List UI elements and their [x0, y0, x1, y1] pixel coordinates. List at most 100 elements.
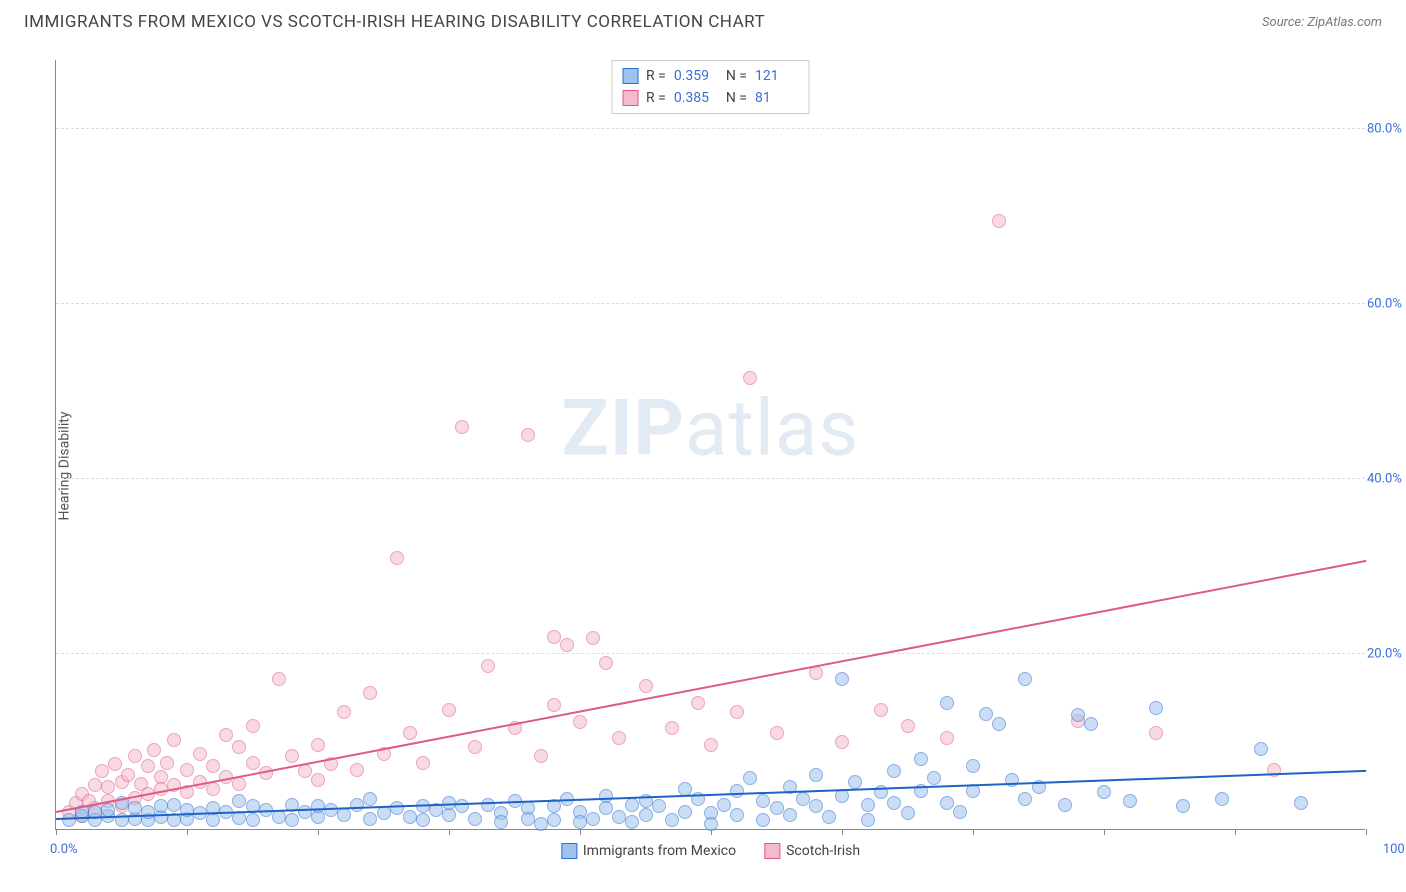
scatter-point: [311, 799, 325, 813]
scatter-point: [809, 799, 823, 813]
scatter-point: [534, 749, 548, 763]
scatter-point: [481, 659, 495, 673]
scatter-point: [927, 771, 941, 785]
scatter-point: [586, 812, 600, 826]
legend-label-series-2: Scotch-Irish: [786, 843, 860, 859]
x-tick: [973, 829, 974, 835]
n-value-series-2: 81: [755, 87, 799, 109]
scatter-point: [822, 810, 836, 824]
scatter-point: [770, 726, 784, 740]
scatter-point: [141, 759, 155, 773]
scatter-point: [1058, 798, 1072, 812]
legend-swatch-series-1: [561, 843, 577, 859]
scatter-point: [678, 805, 692, 819]
scatter-point: [481, 798, 495, 812]
scatter-point: [350, 798, 364, 812]
scatter-point: [901, 719, 915, 733]
scatter-point: [914, 752, 928, 766]
scatter-point: [1084, 717, 1098, 731]
scatter-point: [835, 735, 849, 749]
scatter-point: [285, 813, 299, 827]
plot-area: ZIPatlas R = 0.359 N = 121 R = 0.385 N =…: [55, 60, 1365, 830]
x-tick: [449, 829, 450, 835]
legend-label-series-1: Immigrants from Mexico: [583, 843, 736, 859]
scatter-point: [246, 813, 260, 827]
scatter-point: [625, 815, 639, 829]
scatter-point: [442, 703, 456, 717]
scatter-point: [887, 796, 901, 810]
scatter-point: [272, 672, 286, 686]
scatter-point: [206, 759, 220, 773]
scatter-point: [108, 757, 122, 771]
scatter-point: [730, 705, 744, 719]
scatter-point: [770, 801, 784, 815]
scatter-point: [809, 666, 823, 680]
scatter-point: [232, 740, 246, 754]
scatter-point: [468, 740, 482, 754]
x-tick: [187, 829, 188, 835]
scatter-point: [665, 721, 679, 735]
scatter-point: [573, 715, 587, 729]
scatter-point: [691, 696, 705, 710]
chart-container: Hearing Disability ZIPatlas R = 0.359 N …: [0, 40, 1406, 892]
legend-item-series-1: Immigrants from Mexico: [561, 843, 736, 859]
n-label: N =: [726, 65, 747, 87]
gridline-horizontal: [56, 128, 1365, 129]
watermark: ZIPatlas: [561, 384, 859, 475]
scatter-point: [547, 813, 561, 827]
stats-row-series-1: R = 0.359 N = 121: [622, 65, 799, 87]
stats-legend-box: R = 0.359 N = 121 R = 0.385 N = 81: [611, 60, 810, 114]
scatter-point: [160, 756, 174, 770]
scatter-point: [390, 801, 404, 815]
scatter-point: [206, 813, 220, 827]
scatter-point: [311, 738, 325, 752]
scatter-point: [717, 798, 731, 812]
scatter-point: [1176, 799, 1190, 813]
scatter-point: [455, 799, 469, 813]
y-tick-label: 60.0%: [1367, 297, 1406, 312]
scatter-point: [494, 815, 508, 829]
scatter-point: [560, 638, 574, 652]
scatter-point: [416, 756, 430, 770]
y-tick-label: 40.0%: [1367, 472, 1406, 487]
scatter-point: [285, 749, 299, 763]
chart-title: IMMIGRANTS FROM MEXICO VS SCOTCH-IRISH H…: [24, 12, 765, 32]
scatter-point: [1071, 708, 1085, 722]
scatter-point: [756, 813, 770, 827]
scatter-point: [521, 812, 535, 826]
scatter-point: [1294, 796, 1308, 810]
scatter-point: [835, 672, 849, 686]
scatter-point: [953, 805, 967, 819]
scatter-point: [180, 763, 194, 777]
scatter-point: [232, 794, 246, 808]
scatter-point: [979, 707, 993, 721]
scatter-point: [390, 551, 404, 565]
scatter-point: [940, 796, 954, 810]
scatter-point: [442, 808, 456, 822]
scatter-point: [88, 778, 102, 792]
gridline-horizontal: [56, 653, 1365, 654]
scatter-point: [377, 806, 391, 820]
r-label: R =: [646, 87, 666, 109]
scatter-point: [940, 696, 954, 710]
swatch-series-1: [622, 68, 638, 84]
scatter-point: [298, 805, 312, 819]
scatter-point: [966, 759, 980, 773]
scatter-point: [809, 768, 823, 782]
scatter-point: [403, 726, 417, 740]
swatch-series-2: [622, 90, 638, 106]
scatter-point: [1149, 701, 1163, 715]
legend-item-series-2: Scotch-Irish: [764, 843, 860, 859]
x-tick: [56, 829, 57, 835]
y-tick-label: 20.0%: [1367, 647, 1406, 662]
scatter-point: [901, 806, 915, 820]
header-row: IMMIGRANTS FROM MEXICO VS SCOTCH-IRISH H…: [0, 0, 1406, 38]
scatter-point: [547, 698, 561, 712]
scatter-point: [612, 810, 626, 824]
scatter-point: [547, 630, 561, 644]
x-tick: [1235, 829, 1236, 835]
scatter-point: [154, 799, 168, 813]
scatter-point: [940, 731, 954, 745]
scatter-point: [337, 705, 351, 719]
scatter-point: [246, 719, 260, 733]
